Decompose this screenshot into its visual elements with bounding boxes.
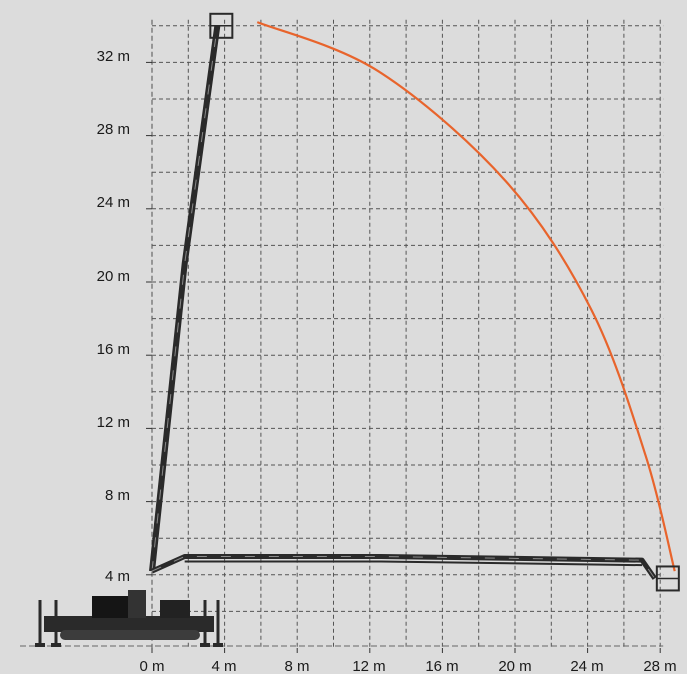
x-tick-label: 24 m [570, 658, 603, 674]
aerial-platform-machine [35, 12, 680, 647]
engine-box [92, 596, 128, 618]
x-tick-label: 12 m [352, 658, 385, 674]
track-unit [60, 630, 200, 640]
y-tick-label: 8 m [105, 487, 130, 504]
reach-envelope-path [256, 21, 676, 572]
y-axis-labels: 4 m 8 m 12 m 16 m 20 m 24 m 28 m 32 m [97, 48, 130, 585]
y-tick-label: 20 m [97, 268, 130, 285]
x-tick-label: 8 m [284, 658, 309, 674]
y-tick-label: 32 m [97, 48, 130, 65]
chassis-frame [44, 616, 214, 632]
x-tick-label: 4 m [211, 658, 236, 674]
x-tick-label: 16 m [425, 658, 458, 674]
boom-vertical-position [149, 25, 221, 572]
work-basket-raised [209, 12, 234, 39]
y-tick-label: 24 m [97, 194, 130, 211]
y-tick-label: 12 m [97, 414, 130, 431]
control-box [160, 600, 190, 618]
boom-horizontal-position [150, 554, 657, 580]
turret [128, 590, 146, 618]
x-tick-label: 0 m [139, 658, 164, 674]
y-tick-label: 4 m [105, 568, 130, 585]
work-basket-outreach [655, 565, 680, 592]
y-tick-label: 16 m [97, 341, 130, 358]
grid [146, 19, 664, 653]
boom-vertical-position-highlight [151, 25, 218, 572]
x-axis-labels: 0 m 4 m 8 m 12 m 16 m 20 m 24 m 28 m [139, 658, 676, 674]
tracked-chassis [35, 590, 223, 647]
outrigger-pad [35, 643, 45, 647]
reach-envelope-curve [256, 21, 676, 572]
boom-horizontal-lower-chord [184, 560, 643, 567]
outrigger-pad [51, 643, 61, 647]
outrigger-pad [213, 643, 223, 647]
outrigger-pad [200, 643, 210, 647]
y-tick-label: 28 m [97, 121, 130, 138]
x-tick-label: 28 m [643, 658, 676, 674]
x-tick-label: 20 m [498, 658, 531, 674]
